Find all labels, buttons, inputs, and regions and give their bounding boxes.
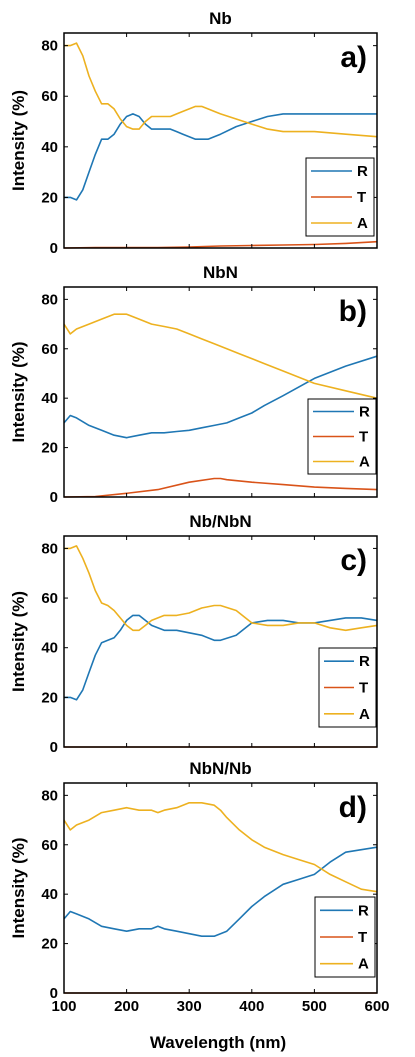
y-tick-label: 0 [50, 985, 58, 1002]
legend-label-T: T [357, 189, 366, 206]
axes-frame [63, 32, 378, 249]
axes-frame [63, 286, 378, 498]
series-line-R [63, 355, 378, 439]
legend-label-R: R [359, 404, 370, 421]
y-tick-label: 20 [41, 689, 58, 706]
legend-label-R: R [357, 163, 368, 180]
panel-title: NbN [203, 263, 238, 282]
y-tick-label: 0 [50, 240, 58, 257]
legend: RTA [305, 157, 375, 237]
y-tick-label: 60 [41, 590, 58, 607]
legend-label-T: T [359, 429, 368, 446]
x-tick-label: 400 [239, 998, 264, 1015]
y-tick-label: 60 [41, 341, 58, 358]
legend-label-A: A [359, 706, 370, 723]
series-line-T [63, 477, 378, 498]
legend: RTA [318, 647, 377, 728]
y-axis-label: Intensity (%) [9, 837, 28, 938]
y-tick-label: 0 [50, 489, 58, 506]
x-tick-label: 500 [302, 998, 327, 1015]
y-tick-label: 40 [41, 886, 58, 903]
series-line-T [63, 240, 378, 249]
series-line-A [63, 801, 378, 893]
y-tick-label: 20 [41, 440, 58, 457]
y-tick-label: 80 [41, 540, 58, 557]
panel-letter: d) [339, 791, 367, 824]
y-axis-label: Intensity (%) [9, 90, 28, 191]
legend-label-A: A [357, 215, 368, 232]
y-tick-label: 60 [41, 837, 58, 854]
y-axis-label: Intensity (%) [9, 341, 28, 442]
series-line-A [64, 42, 378, 138]
y-tick-label: 0 [50, 739, 58, 756]
panel-title: Nb [209, 9, 232, 28]
y-tick-label: 40 [41, 640, 58, 657]
y-axis-label: Intensity (%) [9, 591, 28, 692]
x-axis-label: Wavelength (nm) [150, 1033, 286, 1052]
panel-title: Nb/NbN [189, 512, 251, 531]
y-tick-label: 20 [41, 936, 58, 953]
panel-letter: a) [340, 41, 367, 74]
y-tick-label: 40 [41, 139, 58, 156]
axes-frame [63, 535, 378, 748]
legend-label-A: A [359, 454, 370, 471]
legend: RTA [314, 896, 376, 978]
legend-label-T: T [359, 680, 368, 697]
chart-panel: NbN 0 20 40 60 80 Intensity (%) b) RTA [9, 263, 378, 506]
series-line-R [64, 113, 377, 201]
panel-letter: b) [339, 295, 367, 328]
y-tick-label: 20 [41, 189, 58, 206]
chart-panel: Nb/NbN 0 20 40 60 80 Intensity (%) c) RTA [9, 512, 378, 756]
y-tick-label: 80 [41, 291, 58, 308]
panel-letter: c) [340, 544, 367, 577]
panel-title: NbN/Nb [189, 759, 251, 778]
chart-panel: NbN/Nb 0 20 40 60 80 100 200 300 400 500 600 Intensi… [9, 759, 390, 1015]
x-tick-label: 600 [364, 998, 389, 1015]
x-tick-label: 100 [51, 998, 76, 1015]
legend-label-T: T [358, 929, 367, 946]
series-line-A [63, 313, 378, 399]
series-line-A [64, 545, 378, 632]
y-tick-label: 60 [41, 88, 58, 105]
legend-label-A: A [358, 956, 369, 973]
series-line-R [63, 846, 378, 938]
legend: RTA [307, 398, 377, 475]
legend-label-R: R [359, 653, 370, 670]
y-tick-label: 80 [41, 38, 58, 55]
legend-label-R: R [358, 902, 369, 919]
axes-frame [63, 782, 378, 994]
x-tick-label: 200 [114, 998, 139, 1015]
x-tick-label: 300 [177, 998, 202, 1015]
y-tick-label: 40 [41, 390, 58, 407]
y-tick-label: 80 [41, 787, 58, 804]
chart-panel: Nb 0 20 40 60 80 Intensity (%) a) RTA [9, 9, 378, 257]
